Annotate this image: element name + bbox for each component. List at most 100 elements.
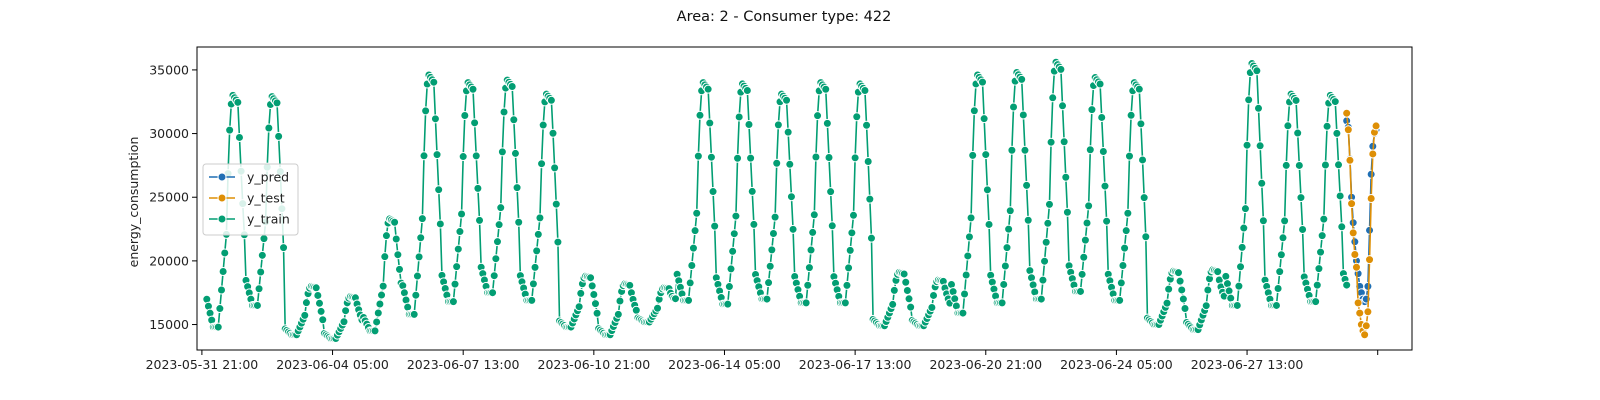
data-point [733, 153, 743, 163]
data-point [391, 234, 401, 244]
data-point [274, 131, 284, 141]
data-point [860, 85, 870, 95]
data-point [767, 245, 777, 255]
data-point [844, 263, 854, 273]
x-tick-label: 2023-06-07 13:00 [407, 357, 520, 372]
data-point [1062, 207, 1072, 217]
data-point [613, 309, 623, 319]
data-point [1332, 128, 1342, 138]
series-layer [202, 57, 1381, 344]
data-point [964, 232, 974, 242]
data-point [1005, 206, 1015, 216]
data-point [688, 243, 698, 253]
data-point [381, 231, 391, 241]
data-point [1009, 102, 1019, 112]
data-point [999, 279, 1009, 289]
data-point [1258, 216, 1268, 226]
data-point [1046, 137, 1056, 147]
data-point [220, 248, 230, 258]
data-point [587, 281, 597, 291]
data-point [435, 219, 445, 229]
data-point [744, 119, 754, 129]
data-point [1222, 279, 1232, 289]
data-point [1320, 160, 1330, 170]
x-tick-label: 2023-06-27 13:00 [1191, 357, 1304, 372]
data-point [530, 262, 540, 272]
data-point [706, 152, 716, 162]
data-point [492, 237, 502, 247]
data-point [1002, 243, 1012, 253]
data-point [301, 298, 311, 308]
data-point [527, 295, 537, 305]
data-point [852, 112, 862, 122]
plot-frame [196, 46, 1413, 351]
data-point [395, 264, 404, 274]
data-point [723, 299, 733, 309]
data-point [432, 150, 442, 160]
data-point [747, 186, 757, 196]
data-point [1022, 180, 1032, 190]
y-tick-label: 25000 [149, 190, 189, 205]
y-tick-label: 20000 [149, 253, 189, 268]
data-point [532, 246, 542, 256]
data-point [901, 277, 911, 287]
data-point [1316, 247, 1326, 257]
data-point [257, 250, 267, 260]
data-point [770, 212, 780, 222]
data-point [550, 163, 560, 173]
data-point [1271, 300, 1281, 310]
data-point [1330, 97, 1340, 107]
x-tick-label: 2023-05-31 21:00 [146, 357, 259, 372]
data-point [1075, 286, 1085, 296]
data-point [1141, 232, 1151, 242]
data-point [1038, 275, 1048, 285]
data-point [1115, 295, 1125, 305]
data-point [421, 106, 431, 116]
data-point [693, 151, 703, 161]
data-point [1224, 286, 1234, 296]
data-point [966, 213, 976, 223]
data-point [586, 273, 596, 283]
data-point [768, 228, 778, 238]
legend-label: y_test [247, 191, 285, 206]
data-point [1043, 218, 1053, 228]
data-point [1138, 155, 1148, 165]
data-point [982, 185, 992, 195]
x-tick-label: 2023-06-10 21:00 [538, 357, 651, 372]
data-point [213, 322, 223, 332]
data-point [234, 132, 244, 142]
data-point [256, 267, 266, 277]
data-point [417, 214, 427, 224]
data-point [731, 211, 741, 221]
data-point [450, 279, 460, 289]
data-point [1121, 226, 1131, 236]
data-point [1023, 215, 1033, 225]
data-point [705, 118, 715, 128]
data-point [979, 114, 989, 124]
data-point [574, 302, 584, 312]
chart-title: Area: 2 - Consumer type: 422 [677, 9, 892, 25]
data-point [507, 81, 517, 91]
data-point [824, 153, 834, 163]
data-point [499, 107, 509, 117]
data-point [848, 210, 858, 220]
data-point [372, 317, 382, 327]
data-point [1314, 264, 1324, 274]
data-point [590, 299, 600, 309]
data-point [1342, 280, 1352, 290]
data-point [1020, 145, 1030, 155]
legend-box [202, 163, 299, 236]
legend-marker [217, 172, 227, 182]
data-point [1342, 108, 1352, 118]
data-point [1124, 151, 1134, 161]
data-point [1322, 121, 1332, 131]
data-point [726, 264, 736, 274]
data-point [313, 290, 323, 300]
data-point [470, 118, 480, 128]
data-point [1351, 262, 1361, 272]
data-point [1239, 223, 1249, 233]
data-point [1079, 252, 1089, 262]
data-point [863, 156, 873, 166]
data-point [899, 269, 909, 279]
data-point [1180, 303, 1190, 313]
